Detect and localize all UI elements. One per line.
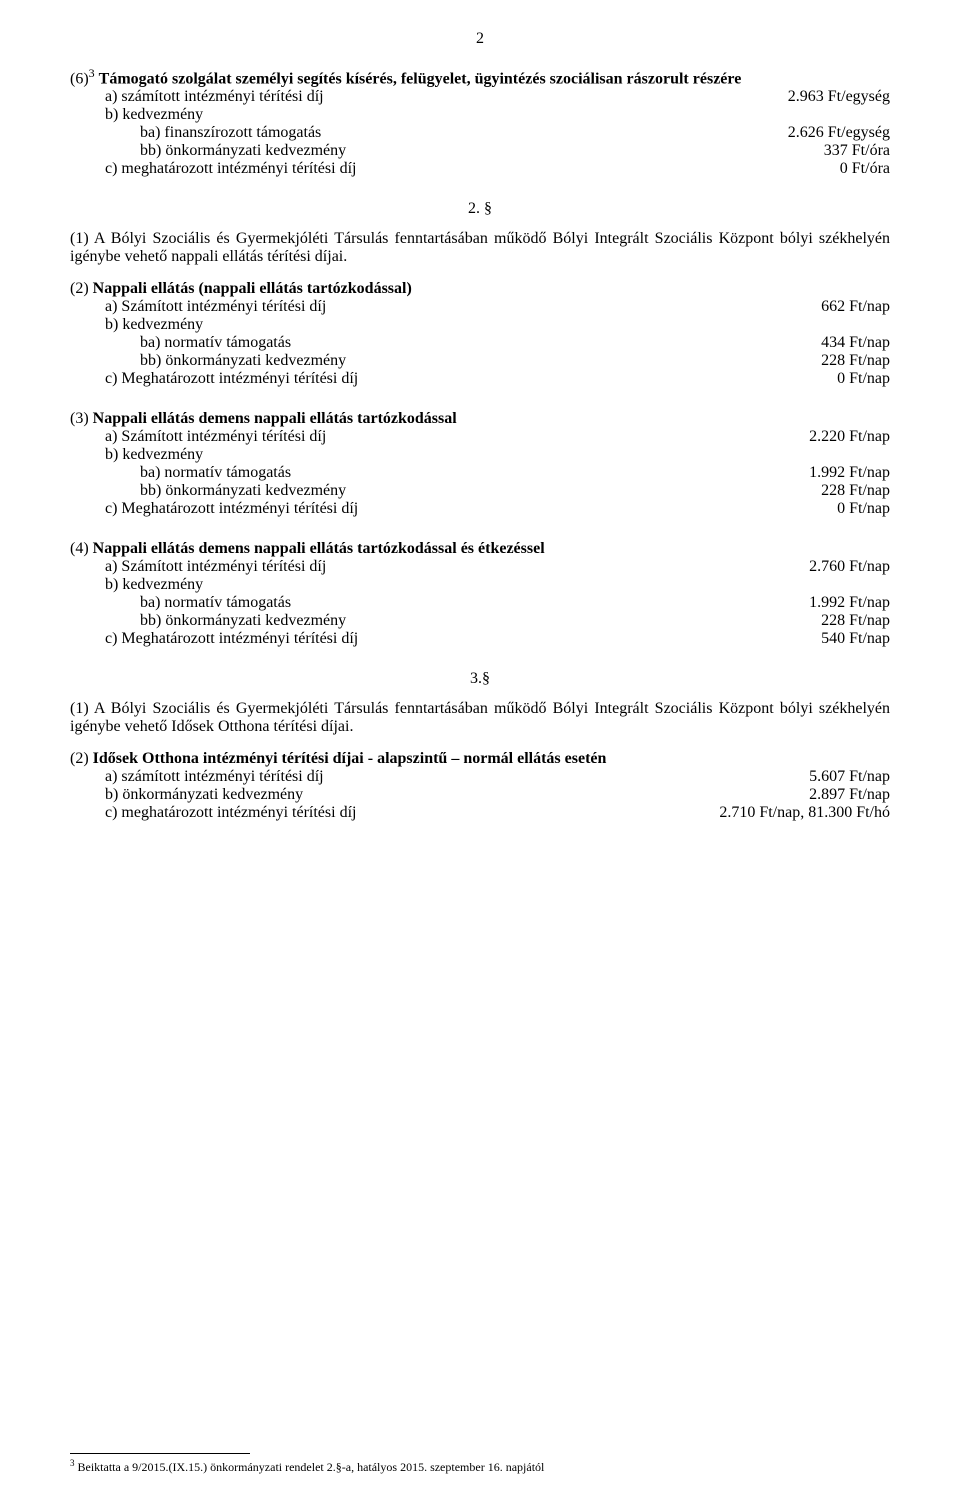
section-3-2-b-label: b) önkormányzati kedvezmény (105, 786, 809, 804)
section-6-a-label: a) számított intézményi térítési díj (105, 88, 788, 106)
section-6-a-value: 2.963 Ft/egység (788, 88, 890, 106)
section-2-3-c-label: c) Meghatározott intézményi térítési díj (105, 500, 837, 518)
section-3-2-heading: (2) Idősek Otthona intézményi térítési d… (70, 750, 890, 768)
section-2-3-heading: (3) Nappali ellátás demens nappali ellát… (70, 410, 890, 428)
section-6-prefix: (6) (70, 70, 89, 87)
section-2-3-a: a) Számított intézményi térítési díj 2.2… (70, 428, 890, 446)
section-2-4-c-value: 540 Ft/nap (821, 630, 890, 648)
section-3-2-b-value: 2.897 Ft/nap (809, 786, 890, 804)
section-3-2-c-label: c) meghatározott intézményi térítési díj (105, 804, 719, 822)
section-2-4-title: Nappali ellátás demens nappali ellátás t… (93, 540, 545, 557)
section-2-3-bb-label: bb) önkormányzati kedvezmény (140, 482, 821, 500)
paragraph-3-title: 3.§ (70, 670, 890, 688)
section-2-3-c: c) Meghatározott intézményi térítési díj… (70, 500, 890, 518)
section-2-3-ba-value: 1.992 Ft/nap (809, 464, 890, 482)
section-6-ba-label: ba) finanszírozott támogatás (140, 124, 788, 142)
section-2-3-bb-value: 228 Ft/nap (821, 482, 890, 500)
section-3-2: (2) Idősek Otthona intézményi térítési d… (70, 750, 890, 822)
footnote-3-text: Beiktatta a 9/2015.(IX.15.) önkormányzat… (75, 1460, 545, 1474)
footnote-3: 3 Beiktatta a 9/2015.(IX.15.) önkormányz… (70, 1458, 890, 1475)
paragraph-3-1: (1) A Bólyi Szociális és Gyermekjóléti T… (70, 700, 890, 736)
section-2-4-bb-value: 228 Ft/nap (821, 612, 890, 630)
section-2-4-ba-label: ba) normatív támogatás (140, 594, 809, 612)
paragraph-2-title: 2. § (70, 200, 890, 218)
document-page: 2 (6)3 Támogató szolgálat személyi segít… (0, 0, 960, 1495)
section-2-4-bb: bb) önkormányzati kedvezmény 228 Ft/nap (70, 612, 890, 630)
section-2-2-ba-label: ba) normatív támogatás (140, 334, 821, 352)
section-2-4-heading: (4) Nappali ellátás demens nappali ellát… (70, 540, 890, 558)
section-2-4-ba: ba) normatív támogatás 1.992 Ft/nap (70, 594, 890, 612)
section-6-a: a) számított intézményi térítési díj 2.9… (70, 88, 890, 106)
section-3-2-prefix: (2) (70, 750, 89, 767)
footnote-separator (70, 1453, 250, 1454)
paragraph-2-1: (1) A Bólyi Szociális és Gyermekjóléti T… (70, 230, 890, 266)
section-6-bb-value: 337 Ft/óra (824, 142, 890, 160)
section-2-2-ba: ba) normatív támogatás 434 Ft/nap (70, 334, 890, 352)
section-2-2-title: Nappali ellátás (nappali ellátás tartózk… (93, 280, 412, 297)
section-2-3-ba: ba) normatív támogatás 1.992 Ft/nap (70, 464, 890, 482)
section-2-3-a-value: 2.220 Ft/nap (809, 428, 890, 446)
section-2-2-ba-value: 434 Ft/nap (821, 334, 890, 352)
page-number: 2 (70, 30, 890, 48)
section-2-3-ba-label: ba) normatív támogatás (140, 464, 809, 482)
section-2-2-a-value: 662 Ft/nap (821, 298, 890, 316)
section-2-3-b-label: b) kedvezmény (70, 446, 890, 464)
section-2-2-a: a) Számított intézményi térítési díj 662… (70, 298, 890, 316)
section-2-3: (3) Nappali ellátás demens nappali ellát… (70, 410, 890, 518)
section-6-c-label: c) meghatározott intézményi térítési díj (105, 160, 840, 178)
section-3-2-c-value: 2.710 Ft/nap, 81.300 Ft/hó (719, 804, 890, 822)
section-2-2-bb-label: bb) önkormányzati kedvezmény (140, 352, 821, 370)
section-2-3-a-label: a) Számított intézményi térítési díj (105, 428, 809, 446)
section-6-c: c) meghatározott intézményi térítési díj… (70, 160, 890, 178)
section-2-2-heading: (2) Nappali ellátás (nappali ellátás tar… (70, 280, 890, 298)
section-2-4-c-label: c) Meghatározott intézményi térítési díj (105, 630, 821, 648)
section-6-ba: ba) finanszírozott támogatás 2.626 Ft/eg… (70, 124, 890, 142)
section-2-3-bb: bb) önkormányzati kedvezmény 228 Ft/nap (70, 482, 890, 500)
section-3-2-title: Idősek Otthona intézményi térítési díjai… (93, 750, 607, 767)
section-2-2-c-label: c) Meghatározott intézményi térítési díj (105, 370, 837, 388)
section-2-4: (4) Nappali ellátás demens nappali ellát… (70, 540, 890, 648)
section-2-4-prefix: (4) (70, 540, 89, 557)
section-6-c-value: 0 Ft/óra (840, 160, 890, 178)
section-2-4-bb-label: bb) önkormányzati kedvezmény (140, 612, 821, 630)
section-6-title: Támogató szolgálat személyi segítés kísé… (99, 70, 742, 87)
section-2-2-c-value: 0 Ft/nap (837, 370, 890, 388)
section-6-b-label: b) kedvezmény (70, 106, 890, 124)
section-3-2-c: c) meghatározott intézményi térítési díj… (70, 804, 890, 822)
section-3-2-a: a) számított intézményi térítési díj 5.6… (70, 768, 890, 786)
section-2-4-a-label: a) Számított intézményi térítési díj (105, 558, 809, 576)
section-3-2-a-value: 5.607 Ft/nap (809, 768, 890, 786)
section-2-2-b-label: b) kedvezmény (70, 316, 890, 334)
section-6-footnote-ref: 3 (89, 66, 95, 80)
section-6-bb-label: bb) önkormányzati kedvezmény (140, 142, 824, 160)
section-2-2-bb: bb) önkormányzati kedvezmény 228 Ft/nap (70, 352, 890, 370)
section-6-heading: (6)3 Támogató szolgálat személyi segítés… (70, 66, 890, 88)
section-2-3-c-value: 0 Ft/nap (837, 500, 890, 518)
section-2-3-prefix: (3) (70, 410, 89, 427)
section-2-4-b-label: b) kedvezmény (70, 576, 890, 594)
section-2-4-a: a) Számított intézményi térítési díj 2.7… (70, 558, 890, 576)
section-3-2-a-label: a) számított intézményi térítési díj (105, 768, 809, 786)
section-2-4-a-value: 2.760 Ft/nap (809, 558, 890, 576)
section-2-2-prefix: (2) (70, 280, 89, 297)
section-6-bb: bb) önkormányzati kedvezmény 337 Ft/óra (70, 142, 890, 160)
section-2-2-a-label: a) Számított intézményi térítési díj (105, 298, 821, 316)
section-2-2: (2) Nappali ellátás (nappali ellátás tar… (70, 280, 890, 388)
section-2-4-ba-value: 1.992 Ft/nap (809, 594, 890, 612)
section-6-ba-value: 2.626 Ft/egység (788, 124, 890, 142)
section-2-4-c: c) Meghatározott intézményi térítési díj… (70, 630, 890, 648)
footnote-area: 3 Beiktatta a 9/2015.(IX.15.) önkormányz… (70, 1453, 890, 1475)
section-2-3-title: Nappali ellátás demens nappali ellátás t… (93, 410, 457, 427)
section-2-2-bb-value: 228 Ft/nap (821, 352, 890, 370)
section-3-2-b: b) önkormányzati kedvezmény 2.897 Ft/nap (70, 786, 890, 804)
section-6: (6)3 Támogató szolgálat személyi segítés… (70, 66, 890, 178)
section-2-2-c: c) Meghatározott intézményi térítési díj… (70, 370, 890, 388)
